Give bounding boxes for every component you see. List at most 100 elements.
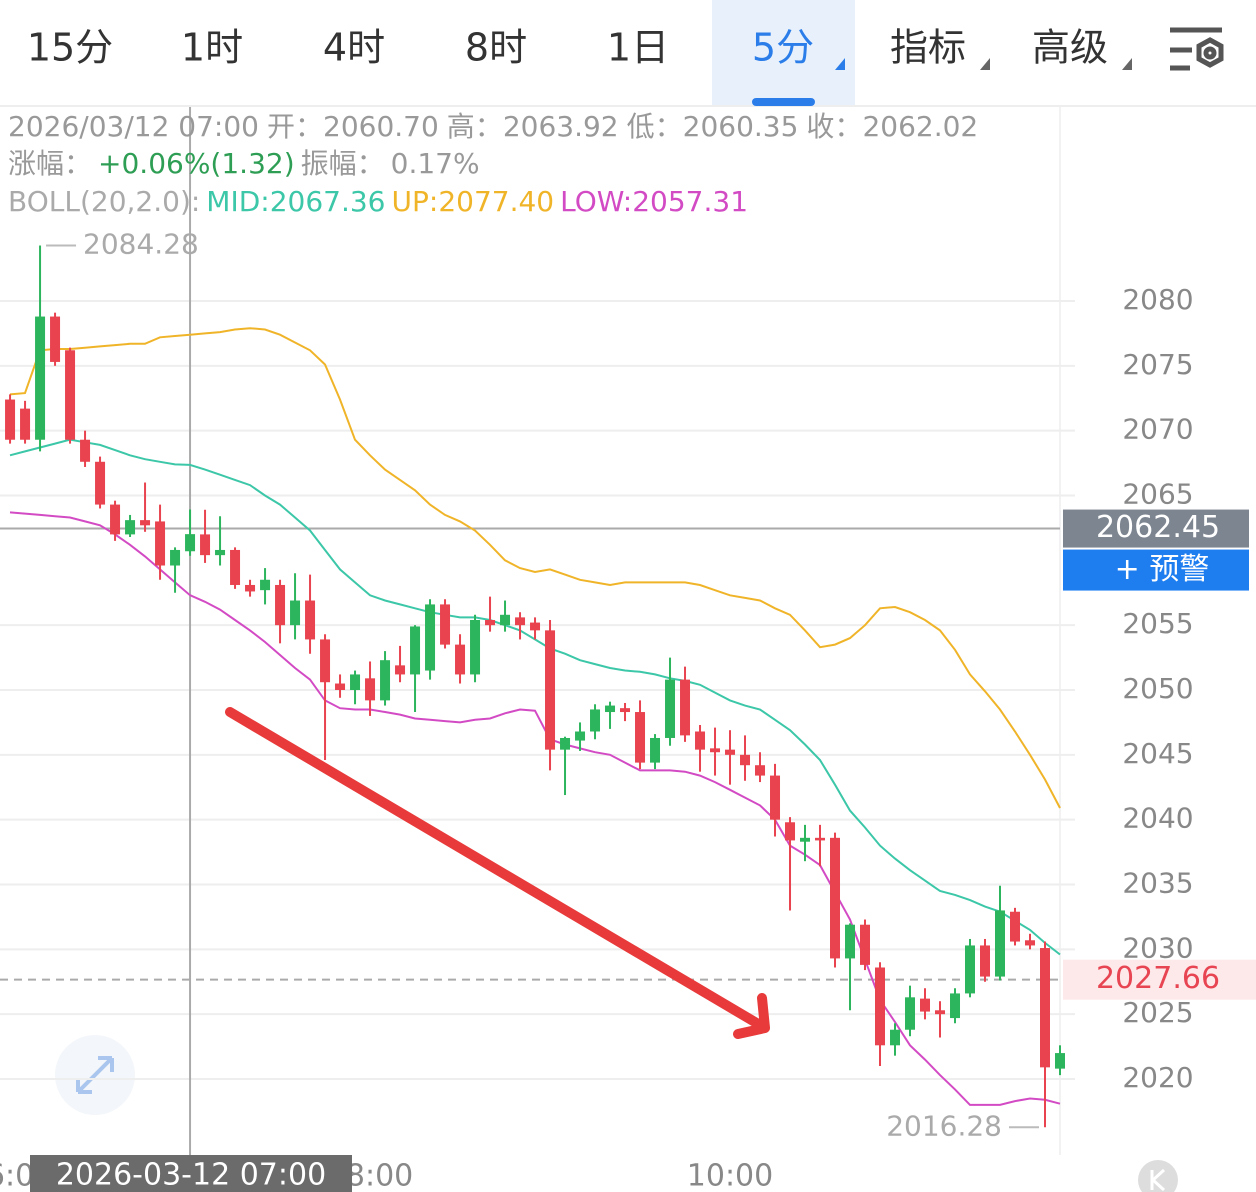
y-tick-label: 2040 [1122,802,1193,835]
candle-body [320,639,331,683]
current-price-box [1063,509,1249,548]
candle-body [50,316,61,362]
candle [965,938,976,998]
candle-body [710,748,721,753]
info-item: 2062.02 [862,110,978,143]
candle [245,579,256,597]
candle-body [65,350,76,440]
info-item: 收： [806,110,862,143]
tab[interactable]: 5分 [712,0,855,106]
candle [1055,1045,1065,1076]
info-item: LOW:2057.31 [560,185,748,218]
candle-body [620,708,631,713]
candle [440,599,451,649]
settings-icon[interactable] [1170,27,1224,71]
k-button[interactable] [1138,1160,1178,1192]
candle [785,817,796,911]
candle [80,430,91,467]
candle-body [350,674,361,691]
last-price-box [1063,959,1256,1000]
candle-body [245,584,256,592]
candle-body [5,399,16,440]
tab[interactable]: 高级 [1032,26,1132,71]
candle [485,596,496,632]
candle-body [470,619,481,675]
candle [290,573,301,640]
dropdown-caret [980,58,990,70]
candle [950,988,961,1024]
candle-body [365,678,376,701]
candle [695,725,706,772]
candle-body [815,837,826,841]
tab-label: 15分 [27,26,113,70]
candle [515,612,526,640]
candle [740,735,751,781]
candle-body [980,945,991,977]
tab[interactable]: 指标 [890,26,990,71]
candle-body [605,705,616,713]
tab-label: 8时 [465,26,527,70]
y-tick-label: 2030 [1122,931,1193,964]
candle [425,599,436,680]
candle-body [410,626,421,675]
candle [35,245,46,452]
candle [470,614,481,683]
candle-body [485,619,496,626]
candle-body [170,549,181,566]
y-tick-label: 2055 [1122,607,1193,640]
info-item: MID:2067.36 [206,185,385,218]
candle-body [110,504,121,535]
candle-body [1055,1053,1065,1069]
candle-body [275,584,286,626]
crosshair-box [30,1155,352,1192]
info-item: 高： [447,110,503,143]
tab[interactable]: 1日 [607,26,669,70]
candle-body [395,665,406,675]
candle [410,625,421,713]
tab[interactable]: 8时 [465,26,527,70]
candle [155,504,166,580]
info-line: 涨幅： +0.06%(1.32) 振幅： 0.17% [8,147,480,180]
info-item: UP:2077.40 [392,185,555,218]
candle-body [260,579,271,591]
candle [1040,941,1051,1128]
candle-body [845,924,856,959]
candle [545,619,556,771]
candle [725,730,736,785]
candle-body [80,439,91,462]
candle [110,500,121,541]
candle-body [20,408,31,440]
last-price-label: 2027.66 [1096,961,1220,996]
y-tick-label: 2025 [1122,996,1193,1029]
expand-button[interactable] [55,1035,135,1115]
candle [530,617,541,640]
candle [665,657,676,746]
candle-body [860,924,871,965]
tab[interactable]: 1时 [181,26,243,70]
candle [350,670,361,705]
tab-label: 1时 [181,26,243,70]
x-tick-label: 10:00 [687,1159,773,1192]
info-item: 2063.92 [503,110,619,143]
y-tick-label: 2020 [1122,1061,1193,1094]
candle [830,832,841,968]
alert-button-label: + 预警 [1115,552,1210,587]
candle [500,600,511,632]
tab[interactable]: 4时 [323,26,385,70]
candle-body [545,630,556,750]
tab-label: 1日 [607,26,669,70]
tab[interactable]: 15分 [27,26,113,70]
alert-button-bg [1063,549,1249,591]
candle-body [650,737,661,763]
candle-body [215,549,226,556]
candle [860,919,871,971]
candle [815,824,826,867]
candle [875,962,886,1067]
candle-body [800,837,811,842]
icon-dot [1203,46,1217,60]
candle [995,885,1006,981]
info-item: BOLL(20,2.0): [8,185,200,218]
candle [755,752,766,783]
candle-body [575,731,586,741]
alert-button[interactable]: + 预警 [1063,549,1249,591]
